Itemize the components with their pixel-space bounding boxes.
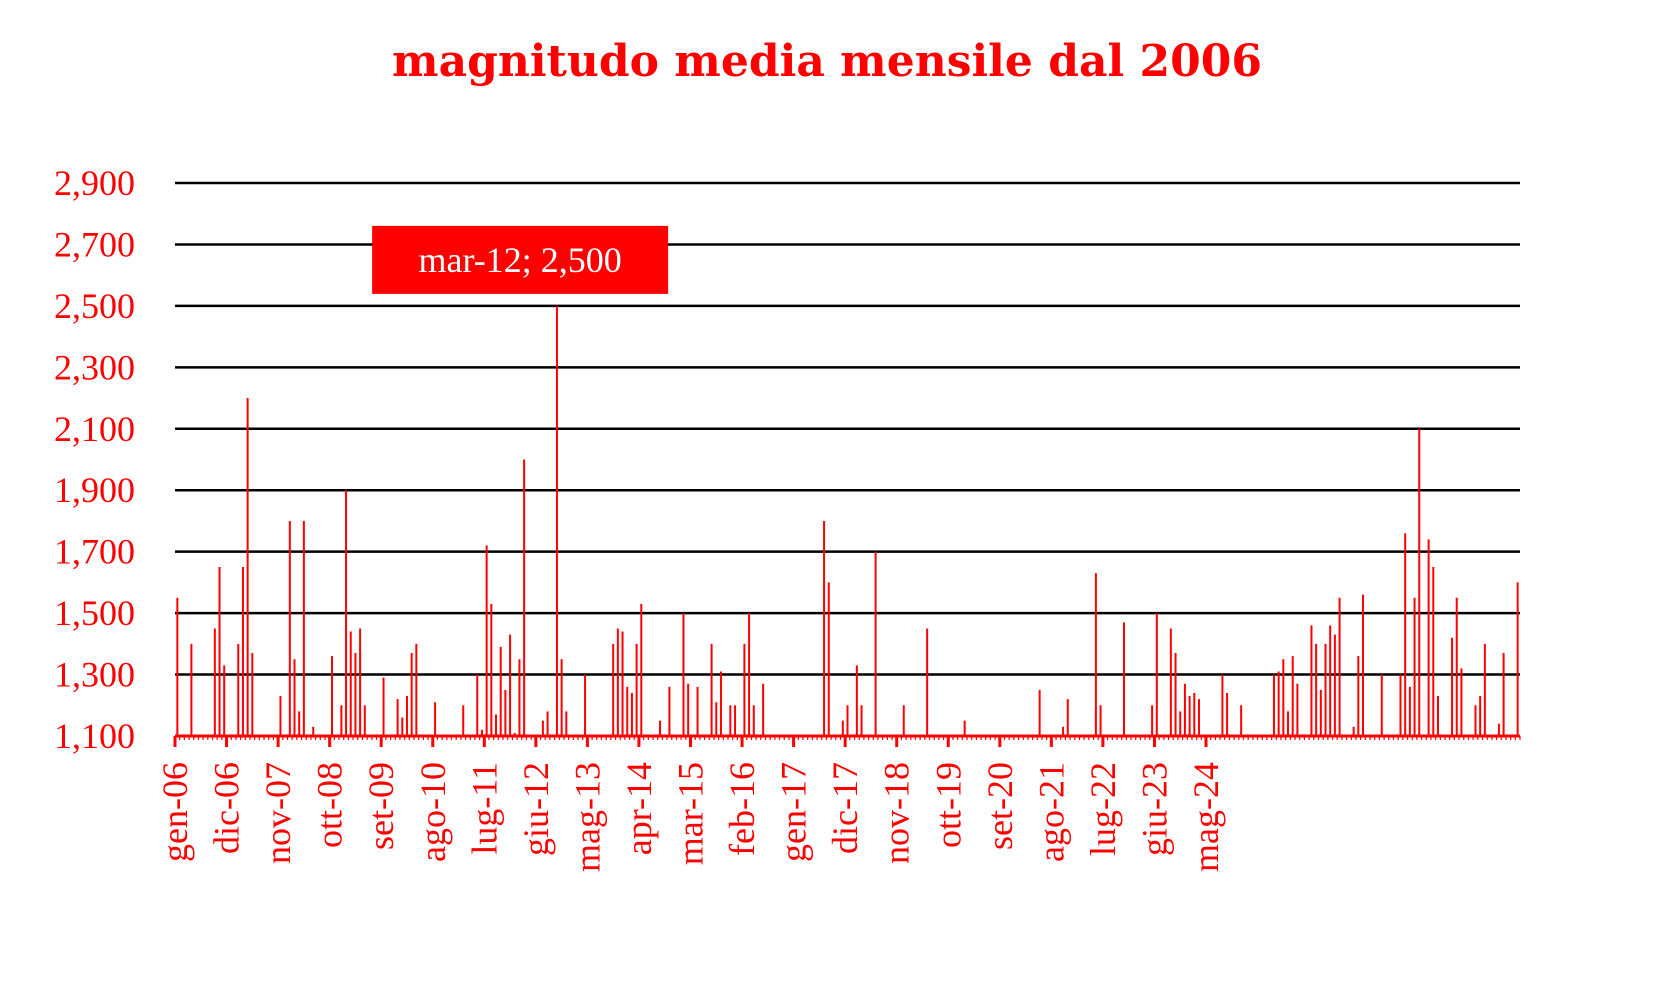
- y-tick-label: 1,700: [54, 532, 135, 572]
- x-tick-label: ott-19: [928, 762, 968, 848]
- x-tick-label: mag-24: [1186, 762, 1226, 872]
- chart-title: magnitudo media mensile dal 2006: [392, 36, 1262, 87]
- x-tick-label: mar-15: [671, 762, 711, 865]
- x-tick-label: giu-23: [1134, 762, 1174, 856]
- x-tick-label: nov-07: [258, 762, 298, 864]
- y-tick-label: 2,100: [54, 409, 135, 449]
- x-tick-label: apr-14: [619, 762, 659, 855]
- x-tick-label: dic-06: [207, 762, 247, 854]
- bars: [176, 305, 1519, 736]
- x-tick-label: ago-10: [413, 762, 453, 862]
- x-tick-label: ago-21: [1031, 762, 1071, 862]
- x-tick-label: dic-17: [825, 762, 865, 854]
- x-tick-label: giu-12: [516, 762, 556, 856]
- y-axis: 1,100 1,300 1,500 1,700 1,900 2,100 2,300 2,500…: [54, 163, 135, 756]
- y-tick-label: 2,300: [54, 347, 135, 387]
- x-tick-label: set-20: [980, 762, 1020, 850]
- y-tick-label: 2,500: [54, 286, 135, 326]
- callout-box: [372, 225, 669, 294]
- y-tick-label: 1,300: [54, 655, 135, 695]
- x-axis: gen-06 dic-06 nov-07 ott-08 set-09 ago-10 lug-…: [155, 734, 1521, 872]
- y-tick-label: 1,100: [54, 716, 135, 756]
- y-tick-label: 2,700: [54, 224, 135, 264]
- y-tick-label: 1,500: [54, 593, 135, 633]
- x-tick-label: nov-18: [877, 762, 917, 864]
- callout-group: mar-12; 2,500: [372, 225, 669, 294]
- callout-label: mar-12; 2,500: [419, 240, 622, 280]
- x-tick-label: lug-22: [1083, 762, 1123, 856]
- x-tick-label: ott-08: [310, 762, 350, 848]
- x-tick-label: lug-11: [464, 762, 504, 855]
- x-tick-label: set-09: [361, 762, 401, 850]
- x-tick-label: gen-17: [774, 762, 814, 862]
- y-tick-label: 1,900: [54, 470, 135, 510]
- x-tick-label: gen-06: [155, 762, 195, 862]
- x-tick-label: mag-13: [567, 762, 607, 872]
- x-tick-label: feb-16: [722, 762, 762, 856]
- y-tick-label: 2,900: [54, 163, 135, 203]
